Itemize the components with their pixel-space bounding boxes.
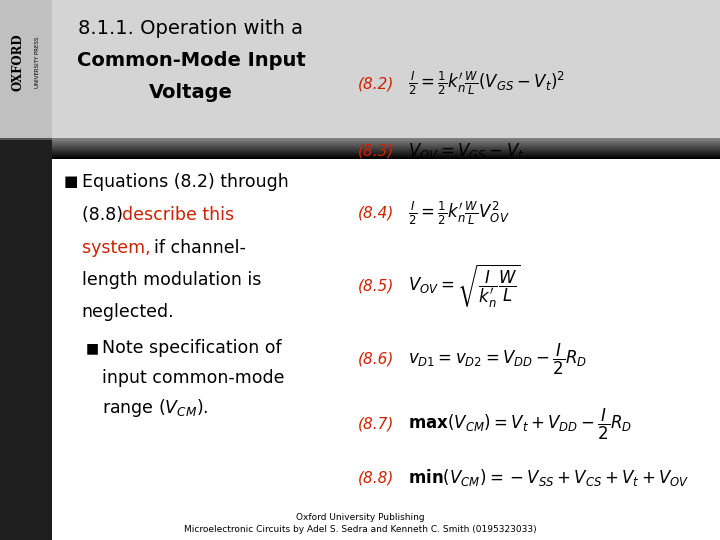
Text: OXFORD: OXFORD [12, 33, 24, 91]
Bar [52, 140, 720, 141]
Text: Oxford University Publishing: Oxford University Publishing [296, 514, 424, 523]
Text: length modulation is: length modulation is [82, 271, 261, 289]
Bar [52, 150, 720, 151]
Bar [0, 138, 52, 140]
Text: $\frac{I}{2} = \frac{1}{2}k_n^{\prime}\frac{W}{L}V_{OV}^2$: $\frac{I}{2} = \frac{1}{2}k_n^{\prime}\f… [408, 200, 510, 227]
Text: system,: system, [82, 239, 161, 257]
Bar [52, 145, 720, 146]
Text: ■: ■ [86, 341, 99, 355]
Text: range ($V_{CM}$).: range ($V_{CM}$). [102, 397, 208, 419]
Text: $v_{D1} = v_{D2} = V_{DD} - \dfrac{I}{2}R_D$: $v_{D1} = v_{D2} = V_{DD} - \dfrac{I}{2}… [408, 341, 587, 377]
Bar [52, 147, 720, 149]
Bar [52, 143, 720, 144]
Bar [52, 156, 720, 157]
Bar [52, 157, 720, 158]
Bar [52, 139, 720, 140]
Text: Equations (8.2) through: Equations (8.2) through [82, 173, 289, 191]
Bar [52, 141, 720, 143]
Text: (8.3): (8.3) [358, 144, 395, 159]
Text: $\frac{I}{2} = \frac{1}{2}k_n^{\prime}\frac{W}{L}\left(V_{GS}-V_t\right)^2$: $\frac{I}{2} = \frac{1}{2}k_n^{\prime}\f… [408, 70, 565, 97]
Text: 8.1.1. Operation with a: 8.1.1. Operation with a [78, 18, 303, 37]
Bar [52, 148, 720, 149]
Text: if channel-: if channel- [154, 239, 246, 257]
Bar [0, 0, 52, 138]
Text: (8.8): (8.8) [82, 206, 128, 224]
Text: (8.2): (8.2) [358, 76, 395, 91]
Text: UNIVERSITY PRESS: UNIVERSITY PRESS [35, 36, 40, 87]
Text: $V_{OV} = V_{GS} - V_t$: $V_{OV} = V_{GS} - V_t$ [408, 141, 524, 161]
Text: input common-mode: input common-mode [102, 369, 284, 387]
Text: (8.8): (8.8) [358, 470, 395, 485]
Text: $\mathbf{min}\left(V_{CM}\right) = -V_{SS} + V_{CS} + V_t + V_{OV}$: $\mathbf{min}\left(V_{CM}\right) = -V_{S… [408, 468, 690, 488]
Bar [52, 144, 720, 145]
Text: Common-Mode Input: Common-Mode Input [76, 51, 305, 70]
Text: Note specification of: Note specification of [102, 339, 282, 357]
Text: (8.7): (8.7) [358, 416, 395, 431]
Text: (8.6): (8.6) [358, 352, 395, 367]
Bar [0, 138, 52, 540]
Bar [52, 146, 720, 147]
Text: Voltage: Voltage [149, 83, 233, 102]
Bar [52, 158, 720, 159]
Text: Microelectronic Circuits by Adel S. Sedra and Kenneth C. Smith (0195323033): Microelectronic Circuits by Adel S. Sedr… [184, 525, 536, 535]
Text: (8.4): (8.4) [358, 206, 395, 221]
Bar [52, 153, 720, 154]
Bar [52, 152, 720, 153]
Bar [52, 138, 720, 139]
Text: describe this: describe this [122, 206, 234, 224]
Text: neglected.: neglected. [82, 303, 174, 321]
Text: (8.5): (8.5) [358, 279, 395, 294]
Text: ■: ■ [64, 174, 78, 190]
Bar [0, 0, 720, 138]
Text: $V_{OV} = \sqrt{\dfrac{I}{k_n^{\prime}}\dfrac{W}{L}}$: $V_{OV} = \sqrt{\dfrac{I}{k_n^{\prime}}\… [408, 262, 521, 310]
Bar [52, 154, 720, 156]
Text: $\mathbf{max}\left(V_{CM}\right) = V_t + V_{DD} - \dfrac{I}{2}R_D$: $\mathbf{max}\left(V_{CM}\right) = V_t +… [408, 406, 632, 442]
Bar [52, 149, 720, 150]
Bar [52, 151, 720, 152]
